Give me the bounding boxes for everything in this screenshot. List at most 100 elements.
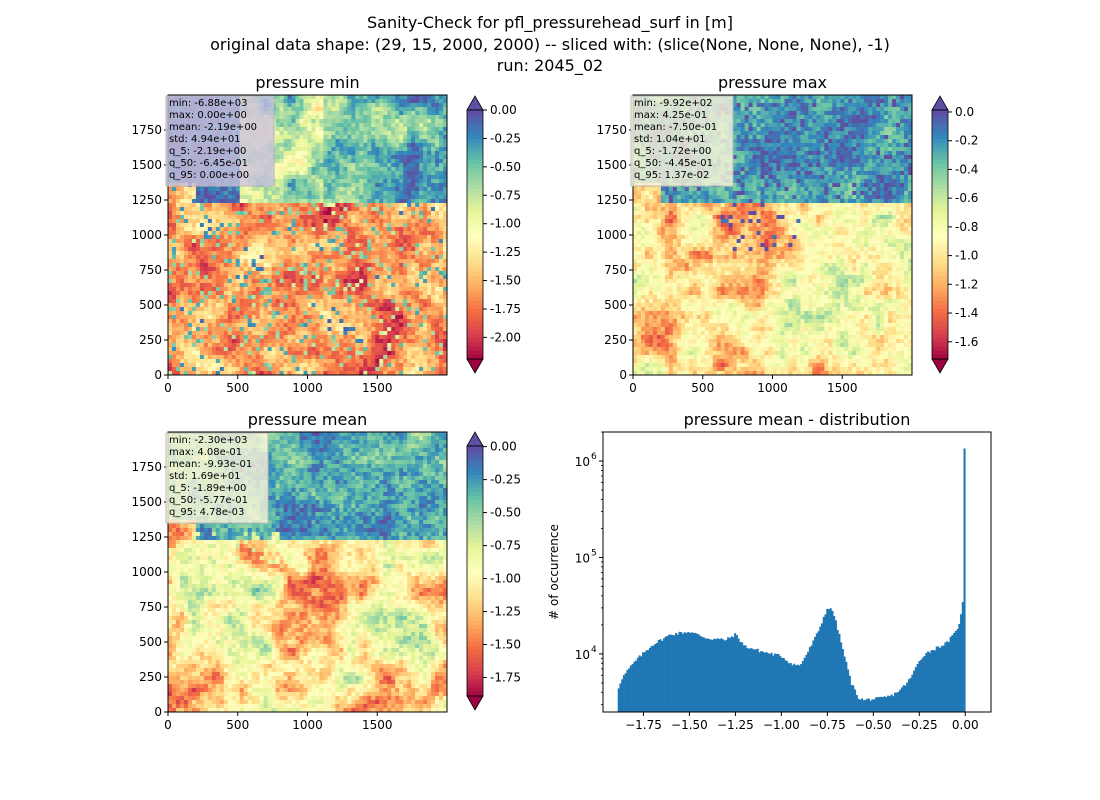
heatmap-cell [355, 235, 360, 240]
heatmap-cell [371, 323, 376, 328]
heatmap-cell [259, 247, 265, 252]
heatmap-cell [431, 323, 436, 328]
heatmap-cell [267, 355, 273, 360]
heatmap-cell [323, 139, 328, 144]
heatmap-cell [283, 355, 288, 360]
heatmap-cell [351, 263, 356, 268]
heatmap-cell [303, 335, 308, 340]
heatmap-cell [335, 223, 340, 228]
heatmap-cell [431, 291, 436, 296]
heatmap-cell [227, 327, 233, 332]
heatmap-cell [443, 315, 448, 320]
heatmap-cell [315, 235, 320, 240]
heatmap-cell [299, 179, 304, 184]
heatmap-cell [215, 323, 221, 328]
heatmap-cell [243, 243, 249, 248]
heatmap-cell [219, 335, 225, 340]
heatmap-cell [367, 139, 372, 144]
heatmap-cell [295, 259, 300, 264]
heatmap-cell [375, 259, 380, 264]
heatmap-cell [319, 339, 324, 344]
heatmap-cell [351, 223, 356, 228]
heatmap-cell [363, 227, 368, 232]
heatmap-cell [295, 303, 300, 308]
heatmap-cell [387, 271, 392, 276]
heatmap-cell [327, 171, 332, 176]
heatmap-cell [435, 339, 440, 344]
heatmap-cell [375, 271, 380, 276]
heatmap-cell [251, 231, 257, 236]
heatmap-cell [439, 147, 444, 152]
heatmap-cell [383, 135, 388, 140]
heatmap-cell [403, 115, 408, 120]
heatmap-cell [287, 271, 292, 276]
heatmap-cell [227, 203, 233, 208]
heatmap-cell [299, 335, 304, 340]
colorbar-segment [467, 305, 483, 310]
heatmap-cell [359, 259, 364, 264]
heatmap-cell [219, 307, 225, 312]
heatmap-cell [355, 103, 360, 108]
heatmap-cell [168, 323, 173, 328]
heatmap-cell [327, 371, 332, 376]
colorbar-segment [467, 226, 483, 231]
heatmap-cell [219, 207, 225, 212]
heatmap-cell [223, 207, 229, 212]
heatmap-cell [339, 343, 344, 348]
heatmap-cell [279, 211, 284, 216]
heatmap-cell [263, 267, 269, 272]
heatmap-cell [367, 347, 372, 352]
heatmap-cell [443, 131, 448, 136]
heatmap-cell [175, 287, 181, 292]
heatmap-cell [275, 367, 280, 372]
heatmap-cell [439, 259, 444, 264]
heatmap-cell [207, 263, 213, 268]
heatmap-cell [419, 175, 424, 180]
heatmap-cell [355, 175, 360, 180]
heatmap-cell [239, 267, 245, 272]
heatmap-cell [423, 147, 428, 152]
heatmap-cell [207, 311, 213, 316]
heatmap-cell [251, 259, 257, 264]
heatmap-cell [307, 211, 312, 216]
heatmap-cell [439, 103, 444, 108]
heatmap-cell [255, 255, 261, 260]
heatmap-cell [371, 187, 376, 192]
heatmap-cell [291, 139, 296, 144]
colorbar-segment [467, 163, 483, 169]
heatmap-cell [351, 111, 356, 116]
heatmap-cell [251, 187, 257, 192]
heatmap-cell [243, 259, 249, 264]
heatmap-cell [399, 163, 404, 168]
heatmap-cell [383, 347, 388, 352]
heatmap-cell [191, 227, 197, 232]
heatmap-cell [275, 143, 280, 148]
heatmap-cell [387, 103, 392, 108]
heatmap-cell [299, 351, 304, 356]
heatmap-cell [307, 255, 312, 260]
heatmap-cell [219, 363, 225, 368]
heatmap-cell [307, 111, 312, 116]
heatmap-cell [355, 255, 360, 260]
heatmap-cell [375, 247, 380, 252]
heatmap-cell [271, 315, 277, 320]
heatmap-cell [427, 339, 432, 344]
heatmap-cell [391, 367, 396, 372]
heatmap-cell [347, 107, 352, 112]
heatmap-cell [315, 95, 320, 100]
heatmap-cell [307, 323, 312, 328]
heatmap-cell [203, 371, 209, 376]
heatmap-cell [335, 355, 340, 360]
heatmap-cell [299, 147, 304, 152]
heatmap-cell [279, 195, 284, 200]
heatmap-cell [311, 95, 316, 100]
heatmap-cell [187, 219, 193, 224]
heatmap-cell [443, 355, 448, 360]
heatmap-cell [175, 315, 181, 320]
heatmap-cell [191, 331, 197, 336]
heatmap-cell [171, 259, 177, 264]
heatmap-cell [399, 151, 404, 156]
colorbar-segment [467, 329, 483, 335]
heatmap-cell [367, 291, 372, 296]
heatmap-cell [403, 151, 408, 156]
